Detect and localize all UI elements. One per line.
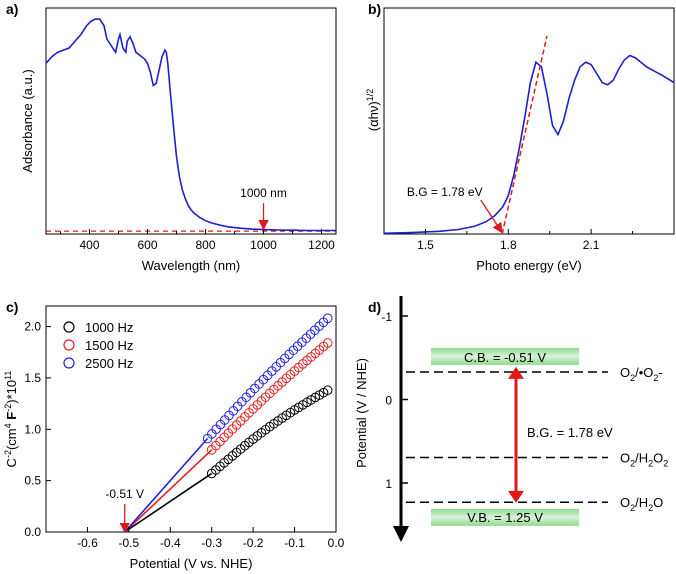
panel-c-y-tick-label: 2.0 [24,320,41,334]
panel-b-y-axis-label: (αhν)1/2 [365,89,381,131]
panel-d-redox-level-label: O2/H2O [620,495,663,513]
panel-b-tangent-line [501,35,548,235]
panel-c-y-b: (cm [4,428,19,450]
panel-b-x-tick-label: 2.1 [583,238,600,252]
panel-d-redox-level-label: O2/H2O2 [620,451,668,469]
panel-c-y-d: )*10 [4,380,19,404]
panel-c-legend-label: 2500 Hz [85,356,133,371]
panel-c-fit-line-2500hz [124,437,209,533]
panel-d-cb-label: C.B. = -0.51 V [464,350,546,365]
panel-b-y-main: (αhν) [366,101,381,131]
panel-c-y-d-sup: 11 [3,371,13,380]
panel-c-legend-marker [63,339,75,351]
panel-d-redox-level-label-part: /H [635,495,648,510]
panel-a-x-tick-label: 1200 [308,238,335,252]
panel-d-redox-level-label-part: /•O [635,365,653,380]
panel-d-y-axis-label: Potential (V / NHE) [354,358,369,468]
panel-a-x-axis-label: Wavelength (nm) [142,258,241,273]
panel-d-redox-level-label-part: O [620,451,630,466]
panel-b-tauc-line [383,54,675,235]
panel-c-x-tick-label: -0.2 [243,536,264,550]
panel-a-absorbance-line [45,18,336,232]
panel-c-y-a: C [4,458,19,467]
panel-d-vb-label: V.B. = 1.25 V [467,510,543,525]
panel-c-frame [45,305,337,533]
panel-c-y-c: F [4,412,19,424]
panel-a-x-tick-label: 400 [79,238,99,252]
panel-c-y-tick-label: 1.5 [24,371,41,385]
panel-d-redox-level-label-part: 2 [630,373,635,383]
panel-d-redox-level-label: O2/•O2- [620,365,663,383]
panel-d-redox-level-label-part: 2 [663,459,668,469]
panel-c-fit-line-1000hz [124,472,213,533]
panel-d-redox-level-label-part: 2 [653,373,658,383]
panel-c-x-tick-label: -0.3 [201,536,222,550]
panel-c-y-tick-label: 1.0 [24,422,41,436]
panel-b-x-tick-label: 1.8 [500,238,517,252]
panel-a-x-tick-label: 1000 [250,238,277,252]
panel-a-absorbance-chart: a) 400 600 800 1000 1200 1000 nm Wavelength … [6,1,337,273]
panel-d-redox-level-label-part: O [620,365,630,380]
panel-c-data-point [322,385,333,396]
panel-d-redox-level-label-part: - [658,365,662,380]
panel-b-bandgap-arrow [480,199,503,234]
panel-c-y-b-sup: 4 [3,423,13,428]
panel-d-redox-level-label-part: O [620,495,630,510]
panel-c-legend-marker [63,321,75,333]
panel-a-frame [45,7,337,235]
panel-c-x-tick-label: -0.4 [160,536,181,550]
panel-d-y-tick-label: 0 [385,394,392,408]
panel-b-frame [383,7,675,235]
panel-c-flatband-label: -0.51 V [105,487,144,501]
panel-c-legend-marker [63,357,75,369]
panel-d-redox-level-label-part: 2 [648,459,653,469]
panel-c-y-tick-label: 0.0 [24,525,41,539]
panel-d-redox-level-label-part: 2 [630,503,635,513]
panel-c-data-point [322,338,333,348]
panel-b-x-axis-label: Photo energy (eV) [476,258,582,273]
panel-c-legend-label: 1500 Hz [85,338,133,353]
panel-c-x-tick-label: -0.5 [119,536,140,550]
panel-d-y-tick-label: -1 [381,310,392,324]
panel-c-y-c-sup: -2 [3,404,13,412]
panel-b-label: b) [368,1,381,17]
panel-d-band-diagram: d) -101 C.B. = -0.51 V V.B. = 1.25 V O2/… [354,296,668,542]
panel-a-1000nm-label: 1000 nm [240,186,287,200]
panel-d-bandgap-arrowhead-bottom [508,490,524,503]
panel-c-x-tick-label: -0.6 [77,536,98,550]
panel-c-y-axis-label: C-2(cm4 F-2)*1011 [3,371,19,468]
panel-c-data-point [322,313,333,324]
panel-c-legend-label: 1000 Hz [85,320,133,335]
panel-a-y-axis-label: Adsorbance (a.u.) [20,69,35,172]
panel-d-bandgap-label: B.G. = 1.78 eV [527,425,613,440]
panel-c-fit-line-1500hz [124,449,213,533]
panel-b-x-tick-label: 1.5 [417,238,434,252]
panel-d-redox-level-label-part: O [653,495,663,510]
panel-c-mott-schottky-chart: c) -0.6 -0.5 -0.4 -0.3 -0.2 -0.1 0.0 0.0 0.5 1.0 1… [3,299,345,571]
panel-c-label: c) [6,299,18,315]
panel-c-x-axis-label: Potential (V vs. NHE) [130,556,253,571]
panel-d-redox-level-label-part: /H [635,451,648,466]
panel-a-x-tick-label: 600 [137,238,157,252]
panel-b-bandgap-label: B.G = 1.78 eV [407,185,483,199]
panel-c-x-tick-label: -0.1 [284,536,305,550]
panel-d-y-tick-label: 1 [385,477,392,491]
panel-a-label: a) [6,1,18,17]
panel-b-y-sup: 1/2 [365,89,375,102]
panel-d-redox-level-label-part: O [653,451,663,466]
panel-d-axis-arrowhead [393,526,409,542]
panel-c-y-a-sup: -2 [3,450,13,458]
panel-d-redox-level-label-part: 2 [630,459,635,469]
panel-b-tauc-chart: b) 1.5 1.8 2.1 B.G = 1.78 eV Photo energy … [365,1,675,273]
panel-d-vb-band [431,508,579,526]
panel-d-redox-level-label-part: 2 [648,503,653,513]
panel-d-cb-band [431,347,579,365]
panel-d-label: d) [368,299,381,315]
panel-d-bandgap-arrowhead-top [508,366,524,379]
panel-c-y-tick-label: 0.5 [24,474,41,488]
panel-a-x-tick-label: 800 [195,238,215,252]
panel-c-x-tick-label: 0.0 [328,536,345,550]
